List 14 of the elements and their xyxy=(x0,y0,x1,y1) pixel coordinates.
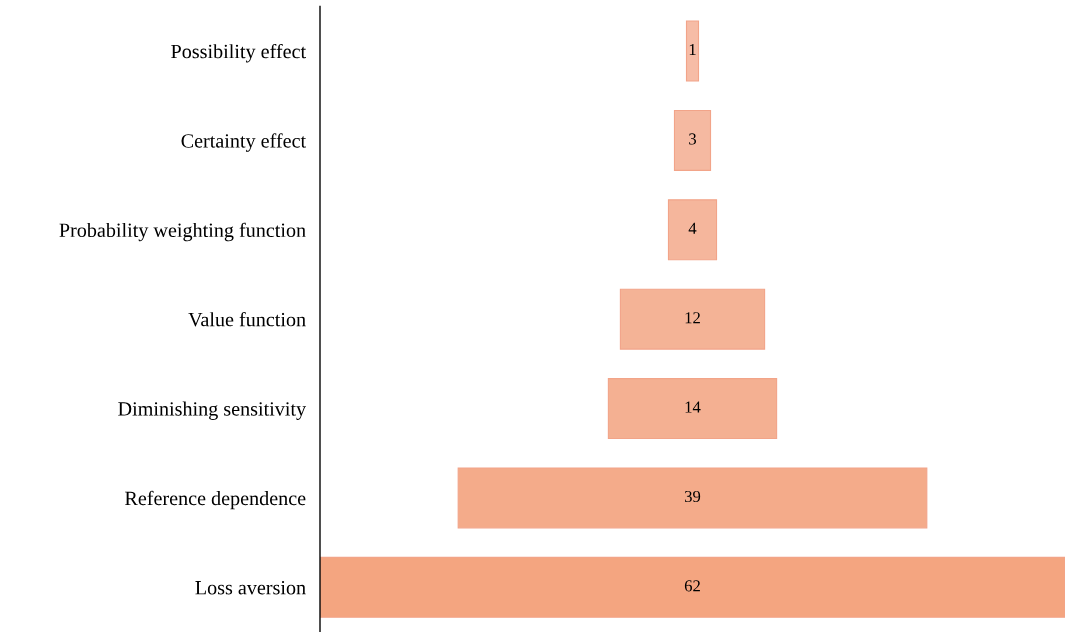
category-label: Possibility effect xyxy=(171,43,306,63)
data-label: 14 xyxy=(685,401,701,413)
category-label: Certainty effect xyxy=(181,133,306,152)
category-label: Loss aversion xyxy=(195,580,306,595)
data-label: 39 xyxy=(684,490,701,503)
data-label: 1 xyxy=(689,44,696,56)
data-label: 4 xyxy=(688,222,697,234)
data-label: 12 xyxy=(685,312,700,324)
data-label: 62 xyxy=(684,580,700,592)
category-label: Reference dependence xyxy=(125,490,306,510)
data-label: 3 xyxy=(689,133,697,145)
category-label: Value function xyxy=(188,311,306,327)
category-label: Probability weighting function xyxy=(59,222,306,242)
category-label: Diminishing sensitivity xyxy=(118,401,307,420)
